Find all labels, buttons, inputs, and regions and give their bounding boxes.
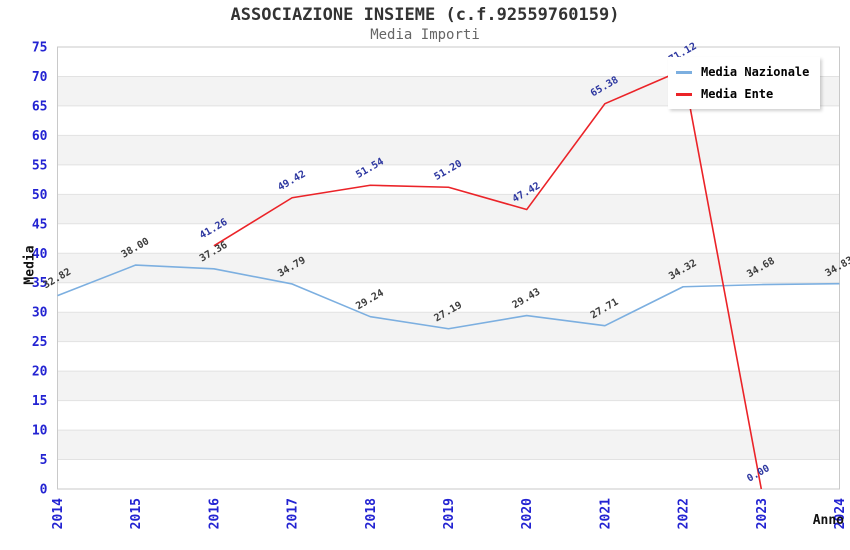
- x-tick-label: 2020: [520, 498, 535, 529]
- plot-band-white: [57, 341, 840, 372]
- y-tick-label: 70: [32, 70, 48, 85]
- series-line-media-nazionale: [57, 264, 840, 330]
- legend-item: Media Ente: [676, 87, 809, 101]
- x-tick-label: 2018: [364, 498, 379, 529]
- plot-border: [57, 46, 840, 490]
- y-tick-label: 5: [40, 453, 48, 468]
- chart-subtitle: Media Importi: [370, 27, 480, 43]
- plot-band-white: [57, 105, 840, 136]
- plot-band-gray: [57, 135, 840, 165]
- y-tick-label: 20: [32, 365, 48, 380]
- y-axis-title: Media: [22, 245, 38, 285]
- x-tick-label: 2019: [442, 498, 457, 529]
- plot-band-gray: [57, 371, 840, 401]
- legend-label: Media Nazionale: [701, 65, 810, 79]
- y-tick-label: 55: [32, 158, 48, 173]
- plot-band-white: [57, 282, 840, 313]
- x-tick-label: 2015: [129, 498, 144, 529]
- x-tick-label: 2016: [207, 498, 222, 529]
- y-tick-label: 0: [40, 483, 48, 498]
- x-tick-label: 2024: [833, 498, 848, 529]
- y-tick-label: 60: [32, 129, 48, 144]
- x-tick-label: 2017: [286, 498, 301, 529]
- legend-line-swatch: [676, 70, 692, 74]
- legend: Media Nazionale Media Ente: [668, 57, 821, 109]
- plot-band-gray: [57, 312, 840, 342]
- chart-title: ASSOCIAZIONE INSIEME (c.f.92559760159): [230, 5, 620, 25]
- y-tick-label: 40: [32, 247, 48, 262]
- y-tick-label: 65: [32, 99, 48, 114]
- y-tick-label: 25: [32, 335, 48, 350]
- legend-item: Media Nazionale: [676, 65, 809, 79]
- y-tick-label: 35: [32, 276, 48, 291]
- legend-label: Media Ente: [701, 87, 774, 101]
- x-tick-label: 2023: [755, 498, 770, 529]
- plot-band-white: [57, 400, 840, 431]
- legend-line-swatch: [676, 92, 692, 96]
- y-tick-label: 45: [32, 217, 48, 232]
- y-tick-label: 15: [32, 394, 48, 409]
- x-tick-label: 2021: [598, 498, 613, 529]
- y-tick-label: 30: [32, 306, 48, 321]
- x-axis-title: Anno: [812, 513, 844, 528]
- y-tick-label: 75: [32, 41, 48, 56]
- y-tick-label: 10: [32, 424, 48, 439]
- x-tick-label: 2014: [51, 498, 66, 529]
- plot-band-white: [57, 459, 840, 489]
- x-tick-label: 2022: [677, 498, 692, 529]
- y-tick-label: 50: [32, 188, 48, 203]
- plot-band-white: [57, 164, 840, 195]
- plot-band-gray: [57, 194, 840, 224]
- plot-band-white: [57, 223, 840, 254]
- plot-band-gray: [57, 430, 840, 460]
